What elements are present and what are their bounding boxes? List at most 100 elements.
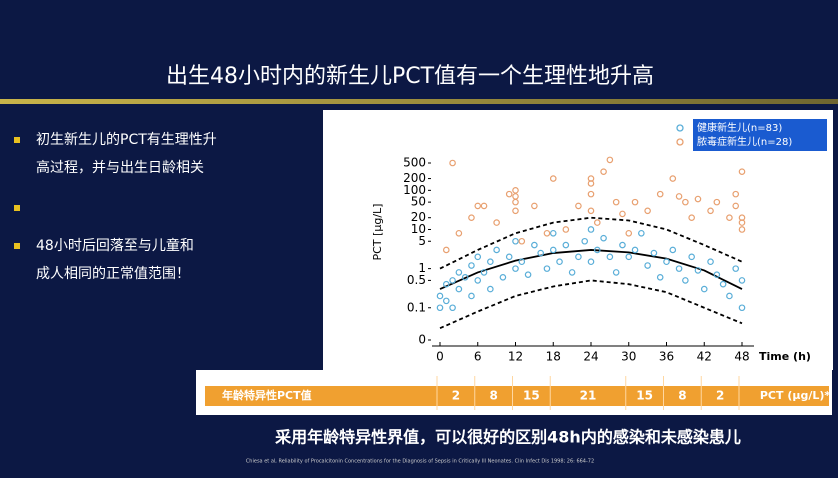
data-point (587, 175, 595, 182)
data-point (600, 234, 607, 242)
data-point (732, 202, 740, 210)
data-point (612, 269, 620, 276)
legend-label: 脓毒症新生儿(n=28) (697, 135, 792, 148)
data-point (537, 249, 544, 257)
data-point (726, 214, 733, 221)
table-value: 8 (489, 389, 497, 403)
conclusion: 采用年龄特异性界值，可以很好的区别48h内的感染和未感染患儿 (274, 428, 741, 447)
y-tick-label: 0 (418, 333, 426, 347)
data-point (468, 262, 475, 269)
data-point (449, 277, 456, 284)
data-point (505, 253, 513, 261)
data-point (449, 159, 456, 167)
table-value: 15 (636, 389, 653, 403)
data-point (619, 241, 626, 249)
bullet-marker (14, 205, 20, 211)
data-point (587, 190, 595, 198)
data-point (669, 246, 677, 254)
data-point (455, 229, 463, 237)
chart-panel (323, 110, 833, 370)
data-point (543, 265, 551, 272)
data-point (700, 285, 708, 293)
data-point (531, 241, 538, 249)
x-tick-label: 42 (697, 350, 712, 364)
data-point (625, 229, 633, 237)
data-point (682, 277, 689, 284)
data-point (606, 156, 614, 164)
data-point (587, 258, 595, 266)
data-point (593, 219, 601, 226)
data-point (505, 190, 513, 198)
data-point (512, 237, 519, 245)
legend-label: 健康新生儿(n=83) (697, 121, 782, 134)
data-point (650, 249, 658, 257)
x-tick-label: 48 (734, 350, 749, 364)
table-value: 8 (678, 389, 686, 403)
data-point (512, 198, 519, 206)
y-tick-label: 0.5 (407, 273, 426, 287)
data-point (549, 246, 557, 254)
data-point (587, 226, 595, 233)
data-point (663, 258, 670, 266)
table-value: 2 (716, 389, 724, 403)
x-axis-label: Time (h) (759, 350, 811, 363)
data-point (449, 304, 456, 312)
table-value: 21 (580, 389, 597, 403)
data-point (713, 198, 721, 206)
data-point (468, 214, 475, 221)
data-point (480, 202, 488, 210)
bullet-text: 初生新生儿的PCT有生理性升高过程，并与出生日龄相关 (36, 131, 217, 176)
data-point (631, 246, 639, 254)
legend-box (693, 119, 827, 151)
data-point (732, 265, 740, 272)
data-point (455, 285, 463, 293)
data-point (474, 277, 482, 284)
data-point (487, 258, 494, 266)
data-point (442, 246, 450, 254)
bullet-marker (14, 243, 20, 249)
y-tick-label: 200 (403, 171, 426, 185)
citation: Chiesa et al, Reliability of Procalciton… (246, 459, 594, 465)
bullet-text: 48小时后回落至与儿童和成人相同的正常值范围！ (36, 237, 194, 282)
data-point (480, 269, 488, 276)
data-point (455, 269, 463, 276)
data-point (656, 274, 664, 281)
data-point (436, 292, 444, 300)
x-tick-label: 30 (621, 350, 636, 364)
table-row (205, 386, 829, 406)
data-point (656, 190, 664, 198)
x-tick-label: 36 (659, 350, 674, 364)
y-tick-label: 0.1 (407, 300, 426, 314)
data-point (512, 265, 519, 272)
y-tick-label: 100 (403, 183, 426, 197)
y-tick-label: 500 (403, 155, 426, 169)
data-point (707, 207, 714, 215)
y-tick-label: 20 (411, 210, 426, 224)
data-point (587, 207, 595, 215)
y-tick-label: 50 (411, 195, 426, 209)
x-tick-label: 0 (436, 350, 444, 364)
data-point (688, 214, 695, 221)
data-point (638, 229, 645, 237)
data-point (612, 198, 620, 206)
data-point (726, 292, 733, 300)
data-point (512, 207, 519, 215)
data-point (549, 175, 557, 182)
y-tick-label: 1 (418, 261, 426, 275)
data-point (669, 175, 677, 182)
data-point (543, 229, 551, 237)
data-point (487, 285, 494, 293)
data-point (738, 226, 746, 233)
legend-symbol (676, 138, 684, 146)
data-point (694, 267, 702, 274)
x-tick-label: 18 (546, 350, 561, 364)
x-tick-label: 6 (474, 350, 482, 364)
table-value: 2 (452, 389, 460, 403)
data-point (568, 269, 576, 276)
data-point (436, 304, 444, 312)
legend-symbol (676, 124, 684, 132)
data-point (719, 280, 727, 288)
x-tick-label: 12 (508, 350, 523, 364)
data-point (493, 246, 500, 254)
